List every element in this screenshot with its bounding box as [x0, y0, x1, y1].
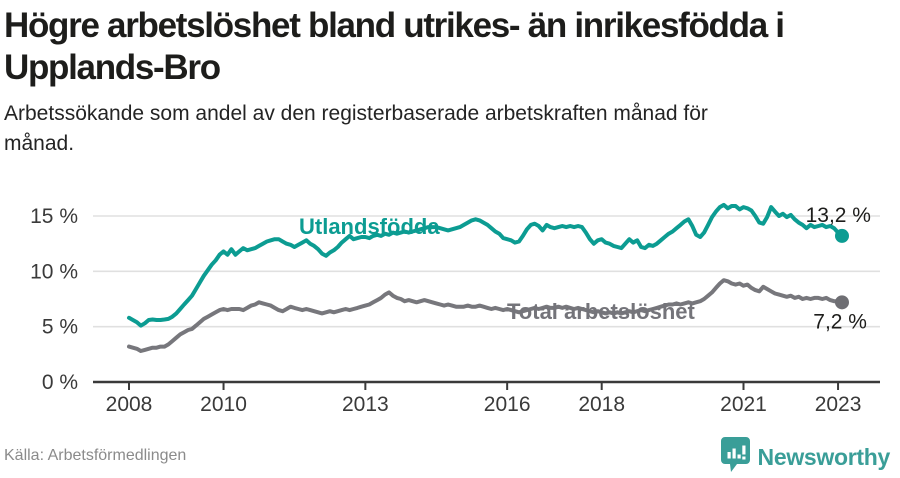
y-axis-label-15: 15 % — [30, 205, 78, 228]
series-end-dot-0 — [834, 228, 849, 243]
chart-subtitle-line-2: månad. — [4, 132, 75, 155]
x-axis-label-2016: 2016 — [484, 393, 531, 416]
newsworthy-logo-icon — [720, 436, 751, 478]
y-axis-label-0: 0 % — [42, 371, 78, 394]
series-line-total-arbetsl-shet — [127, 278, 844, 353]
newsworthy-brand: Newsworthy — [720, 436, 890, 478]
y-axis-label-5: 5 % — [42, 316, 78, 339]
series-line-utlandsf-dda — [127, 202, 844, 328]
source-credit: Källa: Arbetsförmedlingen — [4, 447, 187, 464]
series-name-label-total-arbetsloshet: Total arbetslöshet — [507, 299, 696, 324]
x-axis-label-2013: 2013 — [342, 393, 389, 416]
x-axis-label-2010: 2010 — [200, 393, 247, 416]
series-end-dot-1 — [834, 295, 849, 310]
newsworthy-brand-name: Newsworthy — [757, 443, 891, 470]
chart-subtitle-line-1: Arbetssökande som andel av den registerb… — [4, 102, 708, 125]
chart-subtitle: Arbetssökande som andel av den registerb… — [4, 99, 884, 159]
x-axis-label-2018: 2018 — [578, 393, 625, 416]
page-title-line-1: Högre arbetslöshet bland utrikes- än inr… — [4, 6, 785, 45]
x-axis-label-2023: 2023 — [815, 393, 862, 416]
x-axis-label-2021: 2021 — [720, 393, 767, 416]
page-title-line-2: Upplands-Bro — [4, 48, 221, 87]
y-axis-label-10: 10 % — [30, 260, 78, 283]
series-end-value-label-0: 13,2 % — [806, 204, 871, 227]
x-axis-label-2008: 2008 — [106, 393, 153, 416]
series-end-value-label-1: 7,2 % — [813, 310, 867, 333]
page-title: Högre arbetslöshet bland utrikes- än inr… — [4, 5, 896, 89]
series-name-label-utlandsfodda: Utlandsfödda — [299, 214, 440, 239]
